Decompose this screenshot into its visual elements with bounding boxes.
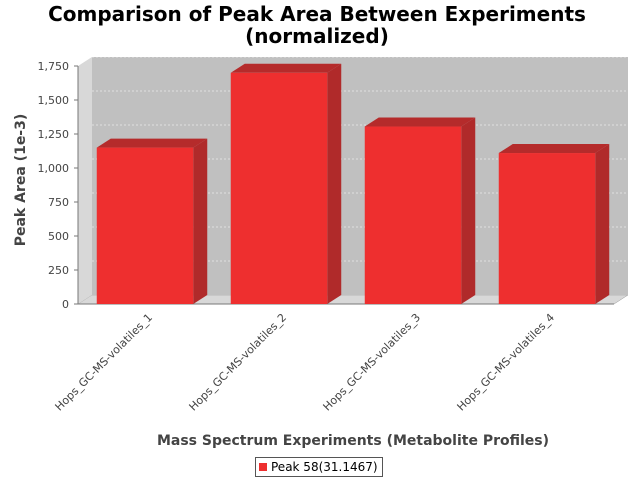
- x-axis-label: Mass Spectrum Experiments (Metabolite Pr…: [157, 433, 549, 449]
- bar: [498, 144, 610, 304]
- x-axis-ticks: Hops_GC-MS-volatiles_1 Hops_GC-MS-volatil…: [53, 311, 558, 414]
- chart-title-line-1: Comparison of Peak Area Between Experime…: [48, 2, 586, 26]
- x-tick-label: Hops_GC-MS-volatiles_1: [53, 311, 156, 414]
- legend: Peak 58(31.1467): [255, 457, 383, 477]
- bar: [230, 63, 342, 304]
- plot-left-wall: [78, 57, 92, 304]
- bar-top: [230, 63, 342, 73]
- bar-front: [364, 126, 462, 305]
- y-axis: 0 250 500 750 1,000 1,250 1,500 1,750: [38, 60, 79, 311]
- chart-title-line-2: (normalized): [245, 24, 389, 48]
- legend-swatch: [259, 463, 267, 471]
- y-tick-label: 1,500: [38, 94, 70, 107]
- bar-top: [364, 117, 476, 127]
- x-tick-label: Hops_GC-MS-volatiles_3: [321, 311, 424, 414]
- bar-side: [327, 63, 342, 304]
- y-tick-label: 750: [48, 196, 69, 209]
- y-tick-label: 1,000: [38, 162, 70, 175]
- bar-side: [461, 117, 476, 305]
- x-tick-label: Hops_GC-MS-volatiles_4: [455, 311, 558, 414]
- bar-front: [498, 153, 596, 304]
- y-tick-label: 500: [48, 230, 69, 243]
- y-tick-label: 1,750: [38, 60, 70, 73]
- bars: [96, 63, 610, 305]
- bar-top: [96, 138, 208, 148]
- bar: [96, 138, 208, 304]
- y-axis-label: Peak Area (1e-3): [13, 114, 29, 247]
- bar-top: [498, 144, 610, 154]
- legend-label: Peak 58(31.1467): [271, 460, 378, 474]
- y-tick-label: 250: [48, 264, 69, 277]
- bar-side: [595, 144, 610, 304]
- y-tick-label: 0: [62, 298, 69, 311]
- x-tick-label: Hops_GC-MS-volatiles_2: [187, 311, 290, 414]
- bar-front: [230, 72, 328, 304]
- y-tick-label: 1,250: [38, 128, 70, 141]
- bar-front: [96, 147, 194, 304]
- bar: [364, 117, 476, 305]
- bar-side: [193, 138, 208, 304]
